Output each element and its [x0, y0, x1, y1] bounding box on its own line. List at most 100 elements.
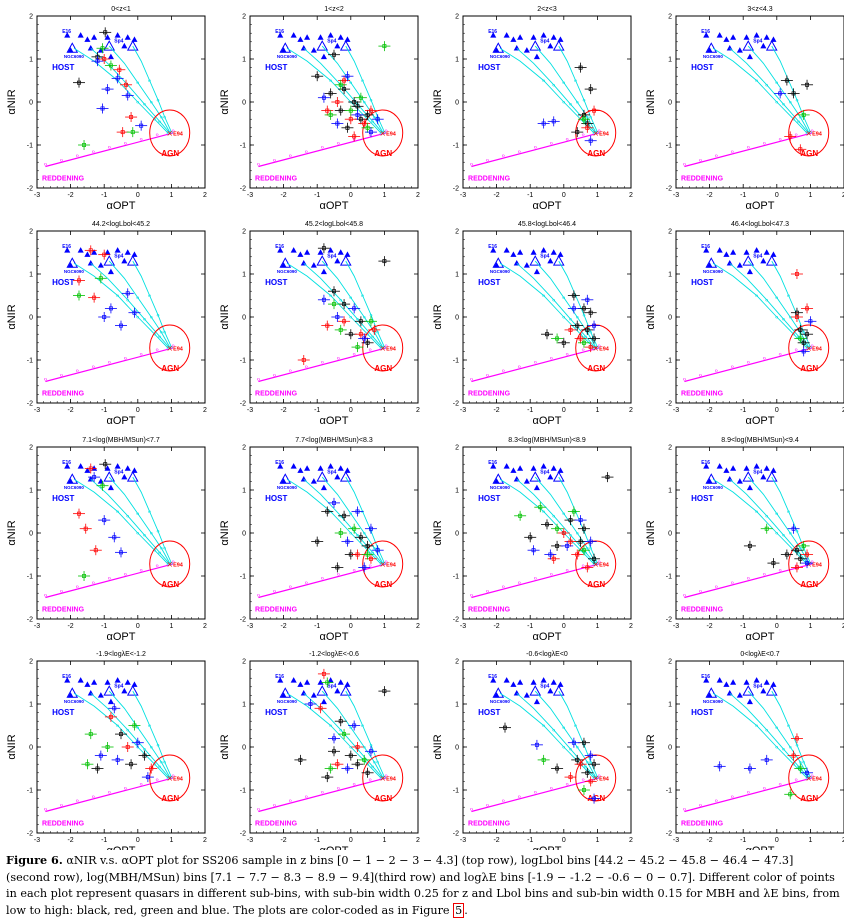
- mixing-curve: [321, 690, 384, 778]
- mixing-marker: o: [782, 317, 785, 323]
- point-marker: [93, 548, 98, 553]
- mixing-marker: o: [802, 330, 805, 336]
- reddening-marker: o: [550, 786, 553, 792]
- data-point: [797, 540, 810, 551]
- reddening-marker: o: [257, 162, 260, 168]
- y-tick-label: 1: [29, 488, 33, 495]
- y-axis-label: αNIR: [645, 89, 657, 114]
- x-tick-label: -1: [314, 407, 320, 414]
- data-point: [584, 750, 597, 761]
- host-template-marker: [107, 698, 114, 705]
- agn-region: [575, 754, 617, 802]
- reddening-marker: o: [321, 360, 324, 366]
- data-point: [331, 118, 344, 129]
- mixing-marker: o: [775, 531, 778, 537]
- host-template-label: Sp4: [753, 254, 762, 260]
- mixing-marker: o: [153, 762, 156, 768]
- data-point: [524, 532, 537, 543]
- panel-title: 8.3<log(MBH/MSun)<8.9: [508, 437, 586, 444]
- data-point: [571, 320, 584, 331]
- point-marker: [108, 306, 113, 311]
- data-point: [98, 312, 111, 322]
- reddening-marker: o: [76, 153, 79, 159]
- mixing-marker: o: [593, 561, 596, 567]
- mixing-marker: o: [569, 747, 572, 753]
- point-marker: [321, 671, 326, 676]
- y-tick-label: 2: [242, 229, 246, 236]
- point-marker: [332, 736, 336, 741]
- mixing-marker: o: [765, 727, 768, 733]
- point-marker: [142, 753, 147, 758]
- mixing-marker: o: [542, 509, 545, 515]
- mixing-marker: o: [329, 723, 332, 729]
- x-tick-label: -1: [527, 407, 533, 414]
- data-point: [801, 767, 814, 778]
- data-point: [364, 105, 377, 116]
- point-marker: [578, 539, 583, 544]
- data-point: [499, 722, 511, 733]
- y-tick-label: -2: [240, 401, 246, 408]
- host-template-marker: [304, 249, 311, 255]
- host-template-marker: [77, 32, 84, 38]
- mixing-marker: o: [809, 561, 812, 567]
- mixing-marker: o: [787, 509, 790, 515]
- mixing-marker: o: [167, 561, 170, 567]
- y-tick-label: 2: [668, 659, 672, 666]
- chart-panel: 0<logλE<0.7-3-2-1012-2-1012αOPTαNIRooooo…: [645, 651, 844, 850]
- point-marker: [369, 749, 373, 754]
- data-point: [364, 523, 377, 534]
- host-template-marker: [529, 255, 542, 266]
- agn-e94-label: E94: [812, 563, 823, 569]
- y-axis-label: αNIR: [645, 520, 657, 545]
- point-marker: [503, 725, 507, 730]
- reddening-marker: o: [337, 786, 340, 792]
- host-template-label: NGC6090: [490, 269, 511, 274]
- point-marker: [325, 323, 330, 328]
- data-point: [294, 754, 307, 765]
- data-point: [348, 303, 361, 314]
- x-axis-label: αOPT: [320, 631, 349, 643]
- data-point: [361, 109, 374, 120]
- mixing-marker: o: [136, 315, 139, 321]
- data-point: [104, 303, 117, 314]
- mixing-curve: [132, 45, 172, 133]
- host-template-marker: [64, 463, 71, 469]
- host-template-marker: [337, 34, 344, 40]
- point-marker: [108, 714, 113, 719]
- reddening-marker: o: [534, 790, 537, 796]
- y-tick-label: 1: [455, 57, 459, 64]
- data-point: [567, 737, 580, 748]
- y-tick-label: -2: [240, 186, 246, 193]
- y-tick-label: -2: [666, 831, 672, 838]
- data-point: [341, 71, 354, 82]
- point-marker: [130, 130, 135, 135]
- agn-label: AGN: [800, 794, 818, 803]
- mixing-marker: o: [562, 745, 565, 751]
- y-axis-label: αNIR: [219, 734, 231, 759]
- host-template-marker: [770, 36, 777, 42]
- point-marker: [585, 125, 590, 130]
- reddening-marker: o: [486, 372, 489, 378]
- reddening-label: REDDENING: [255, 390, 298, 397]
- reddening-marker: o: [582, 563, 585, 569]
- mixing-marker: o: [158, 119, 161, 125]
- host-template-marker: [763, 249, 770, 255]
- point-marker: [571, 293, 576, 298]
- caption-figure-ref: 5: [453, 902, 465, 918]
- x-tick-label: 1: [382, 192, 386, 199]
- point-marker: [578, 65, 583, 70]
- reddening-marker: o: [470, 377, 473, 383]
- mixing-marker: o: [584, 764, 587, 770]
- mixing-marker: o: [594, 775, 597, 781]
- host-template-marker: [279, 42, 292, 53]
- host-template-label: NGC6090: [490, 54, 511, 59]
- agn-label: AGN: [161, 149, 179, 158]
- data-point: [801, 558, 814, 569]
- x-tick-label: -1: [101, 623, 107, 630]
- reddening-marker: o: [108, 576, 111, 582]
- data-point: [324, 109, 337, 120]
- mixing-marker: o: [363, 315, 366, 321]
- reddening-marker: o: [699, 157, 702, 163]
- mixing-marker: o: [356, 317, 359, 323]
- data-point: [577, 303, 590, 314]
